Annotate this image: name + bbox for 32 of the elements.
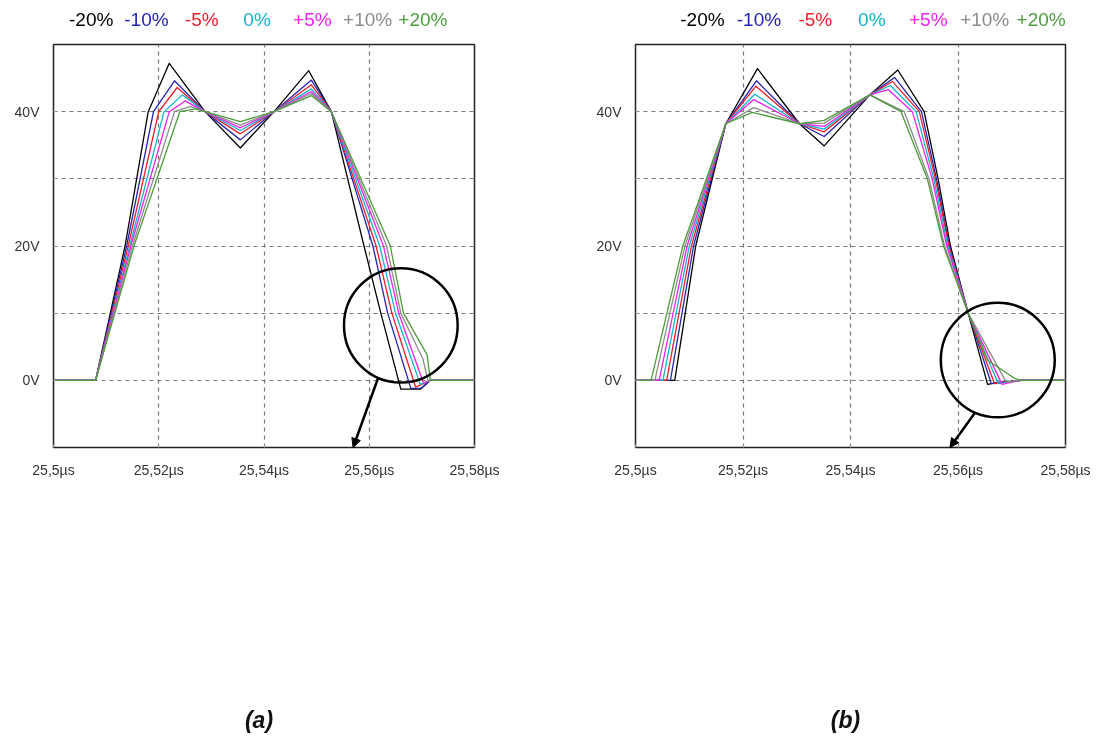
x-tick-label: 25,54µs (825, 461, 876, 478)
text: -5% (798, 8, 833, 30)
x-tick-label: 25,52µs (133, 461, 184, 478)
x-tick-label: 25,58µs (449, 461, 500, 478)
y-tick-label: 40V (596, 103, 623, 120)
text: +20% (398, 8, 448, 30)
x-tick-label: 25,56µs (344, 461, 395, 478)
x-tick-label: 25,5µs (32, 461, 75, 478)
x-tick-label: 25,5µs (614, 461, 657, 478)
text: 0% (858, 8, 886, 30)
y-tick-label: 40V (14, 103, 41, 120)
text: +5% (908, 8, 948, 30)
text: +10% (343, 8, 393, 30)
y-tick-label: 0V (604, 372, 623, 389)
x-tick-label: 25,52µs (717, 461, 769, 478)
text: +20% (1016, 8, 1066, 30)
text: -20% (69, 8, 114, 30)
text: (b) (830, 706, 861, 733)
x-tick-label: 25,58µs (1040, 461, 1091, 478)
x-tick-label: 25,54µs (238, 461, 290, 478)
text: (a) (244, 706, 274, 733)
text: -5% (184, 8, 219, 30)
text: +10% (960, 8, 1010, 30)
x-tick-label: 25,56µs (932, 461, 984, 478)
y-tick-label: 20V (14, 238, 41, 254)
text: +5% (293, 8, 332, 30)
text: 0% (243, 8, 271, 30)
text: -20% (680, 8, 725, 30)
y-tick-label: 20V (596, 238, 623, 254)
text: -10% (736, 8, 782, 30)
y-tick-label: 0V (22, 372, 41, 389)
text: -10% (124, 8, 169, 30)
